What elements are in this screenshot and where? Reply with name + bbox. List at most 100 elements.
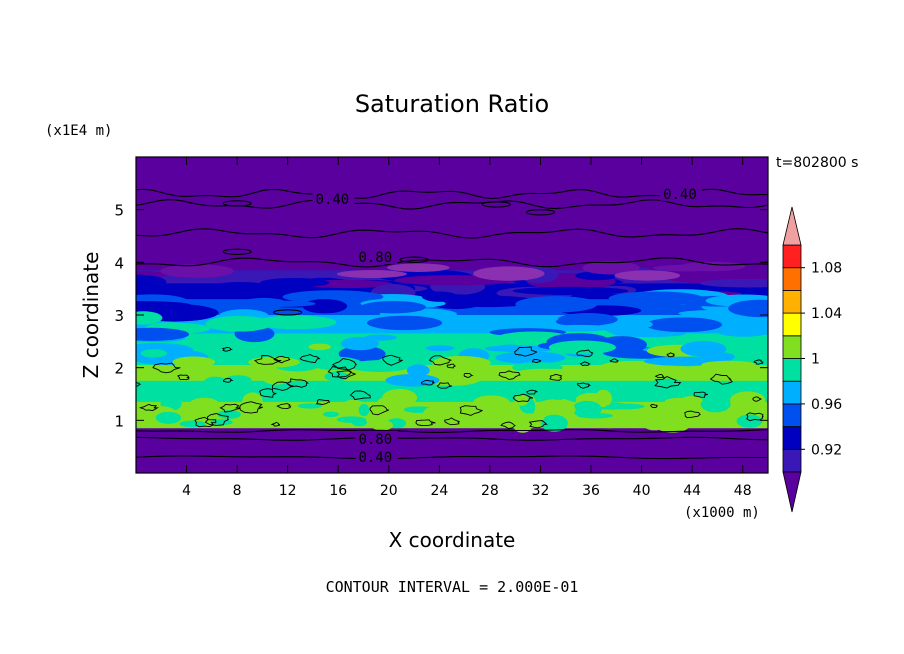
contour-loop xyxy=(138,404,160,412)
contour-loop xyxy=(286,378,310,388)
contour-label-bg xyxy=(312,191,355,207)
fill-blob xyxy=(406,364,430,377)
contour-label: 0.40 xyxy=(663,187,697,203)
contour-loop xyxy=(399,256,429,263)
contour-loop xyxy=(579,361,591,367)
contour-line xyxy=(136,228,768,239)
fill-blob xyxy=(730,391,766,409)
contour-loop xyxy=(609,358,619,363)
colorbar-segment xyxy=(782,289,802,314)
fill-blob xyxy=(160,264,234,278)
contour-loop xyxy=(463,372,474,378)
fill-blob xyxy=(680,341,727,357)
x-tick-label: 24 xyxy=(430,483,448,499)
fill-blob xyxy=(540,414,568,432)
fill-blob xyxy=(297,403,323,409)
contour-label: 0.40 xyxy=(315,192,349,208)
x-tick-label: 44 xyxy=(683,483,701,499)
fill-blob xyxy=(615,394,628,402)
contour-loop xyxy=(177,374,190,381)
contour-loop xyxy=(204,413,229,426)
fill-blob xyxy=(557,313,618,326)
contour-label-bg xyxy=(355,449,398,465)
contour-loop xyxy=(512,393,534,403)
fill-blob xyxy=(423,405,457,421)
fill-blob xyxy=(644,356,719,366)
fill-blob xyxy=(431,355,491,370)
contour-line xyxy=(136,257,768,268)
fill-blob xyxy=(614,270,681,281)
contour-loop xyxy=(650,404,658,408)
y-axis-ticks: 1 2 3 4 5 xyxy=(114,202,768,430)
colorbar-tick-label: 0.92 xyxy=(811,442,842,458)
fill-blob xyxy=(179,420,206,428)
fill-blob xyxy=(654,416,691,433)
contour-loop xyxy=(415,419,436,427)
fill-blob xyxy=(664,397,694,405)
fill-blob xyxy=(700,396,731,413)
y-tick-label: 2 xyxy=(114,360,124,378)
x-axis-ticks: 4 8 12 16 20 24 28 32 36 40 44 48 xyxy=(182,157,752,499)
fill-blob xyxy=(209,282,273,292)
fill-blob xyxy=(648,378,686,392)
contour-line xyxy=(136,428,768,433)
contour-loop xyxy=(221,346,233,352)
contour-loop xyxy=(500,421,516,430)
y-tick-label: 3 xyxy=(114,307,124,325)
fill-blob xyxy=(242,392,263,411)
fill-blob xyxy=(699,278,768,288)
contour-loop xyxy=(498,370,521,380)
fill-blob xyxy=(548,340,616,355)
contour-loop xyxy=(549,373,563,381)
contour-loop xyxy=(222,248,252,255)
contour-loop xyxy=(336,370,356,380)
colorbar-tick-label: 1.08 xyxy=(811,261,842,277)
contour-loop xyxy=(514,346,538,357)
contour-loop xyxy=(315,399,331,405)
x-tick-label: 4 xyxy=(182,483,191,499)
contour-loop xyxy=(684,410,701,419)
fill-blob xyxy=(261,369,290,385)
x-tick-label: 12 xyxy=(279,483,297,499)
colorbar-tick-label: 1.04 xyxy=(811,306,842,322)
x-tick-label: 36 xyxy=(582,483,600,499)
contour-line xyxy=(136,436,768,441)
fill-blob xyxy=(336,270,407,279)
fill-blob xyxy=(188,397,220,412)
fill-blob xyxy=(748,405,767,418)
fill-blob xyxy=(539,399,575,410)
colorbar-segment xyxy=(782,403,802,427)
colorbar-arrow-high xyxy=(782,206,802,246)
x-tick-label: 20 xyxy=(380,483,398,499)
fill-blob xyxy=(518,368,574,375)
colorbar-segment xyxy=(782,312,802,337)
fill-blob xyxy=(605,403,645,410)
colorbar-arrow-low xyxy=(782,471,802,513)
fill-blob xyxy=(577,413,614,419)
contour-loop xyxy=(381,354,403,366)
fill-blob xyxy=(248,356,300,368)
contour-loop xyxy=(654,374,665,379)
colorbar-segment xyxy=(782,267,802,291)
colorbar-segment xyxy=(782,426,802,450)
x-axis-label: X coordinate xyxy=(389,528,516,552)
fill-blob xyxy=(322,411,339,417)
fill-blob xyxy=(224,375,252,385)
fill-blob xyxy=(721,420,740,428)
contour-loop xyxy=(136,382,142,387)
contour-loop xyxy=(528,420,548,429)
fill-blob xyxy=(172,356,216,368)
fill-blob xyxy=(696,415,725,422)
contour-loop xyxy=(219,403,241,413)
fill-blob xyxy=(351,418,368,427)
fill-blob xyxy=(260,277,330,288)
contour-loop xyxy=(444,417,460,426)
contour-loop xyxy=(222,200,252,207)
x-unit-label: (x1000 m) xyxy=(684,505,760,521)
fill-blob xyxy=(495,351,566,365)
contour-label-bg xyxy=(355,430,398,446)
fill-blob xyxy=(385,374,440,387)
x-tick-label: 16 xyxy=(329,483,347,499)
fill-blob xyxy=(255,315,337,330)
fill-blob xyxy=(302,299,348,314)
